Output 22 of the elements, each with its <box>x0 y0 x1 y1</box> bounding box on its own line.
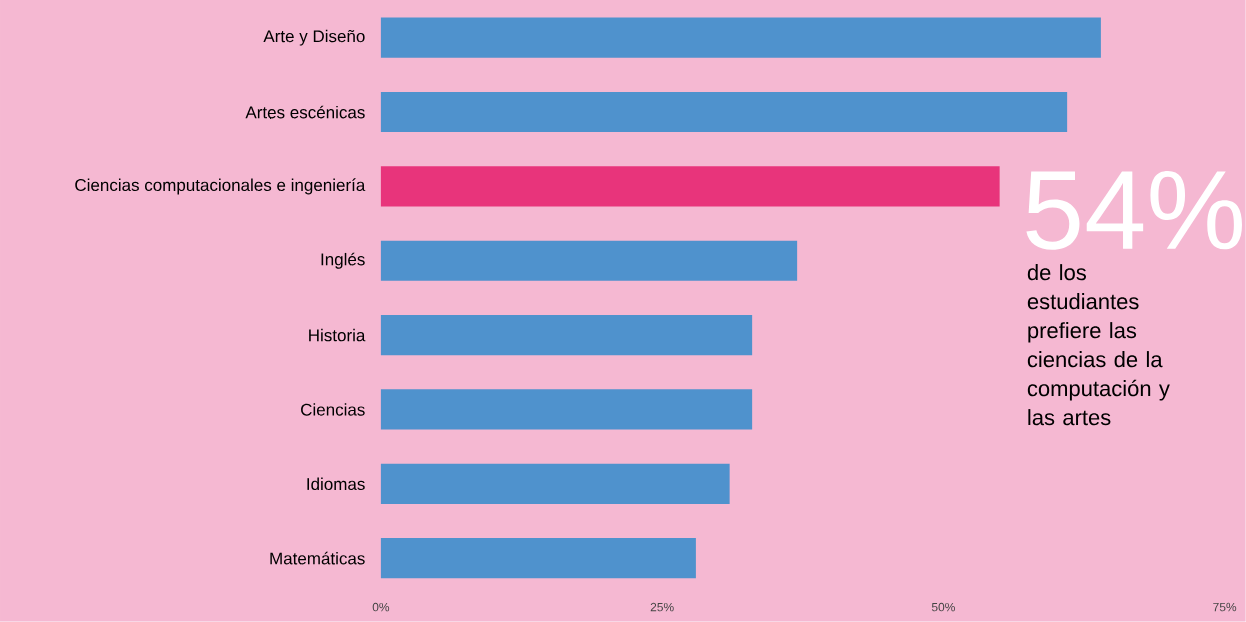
y-tick-label: Historia <box>309 328 366 342</box>
y-tick-label: Ciencias computacionales e ingeniería <box>75 178 366 195</box>
y-tick-label: Inglés <box>321 252 365 269</box>
bar <box>380 166 1000 207</box>
annotation: de los estudiantes prefiere las ciencias de la computación y las artes <box>1027 264 1170 426</box>
y-tick-label: Artes escénicas <box>245 105 365 119</box>
bar <box>380 315 753 356</box>
annotation: 54% <box>1026 171 1242 250</box>
bar <box>380 463 730 504</box>
y-tick-label: Matemáticas <box>270 551 365 565</box>
bar <box>380 240 798 281</box>
y-tick-label: Idiomas <box>307 477 365 491</box>
bar <box>380 17 1101 58</box>
x-tick-label: 50% <box>931 602 955 612</box>
y-tick-label: Arte y Diseño <box>263 29 365 46</box>
x-tick-label: 75% <box>1213 602 1237 612</box>
bar <box>380 389 753 430</box>
x-tick-label: 0% <box>372 602 390 612</box>
x-tick-label: 25% <box>650 602 674 612</box>
bar <box>380 92 1068 133</box>
bar <box>380 538 696 579</box>
y-tick-label: Ciencias <box>301 403 365 416</box>
